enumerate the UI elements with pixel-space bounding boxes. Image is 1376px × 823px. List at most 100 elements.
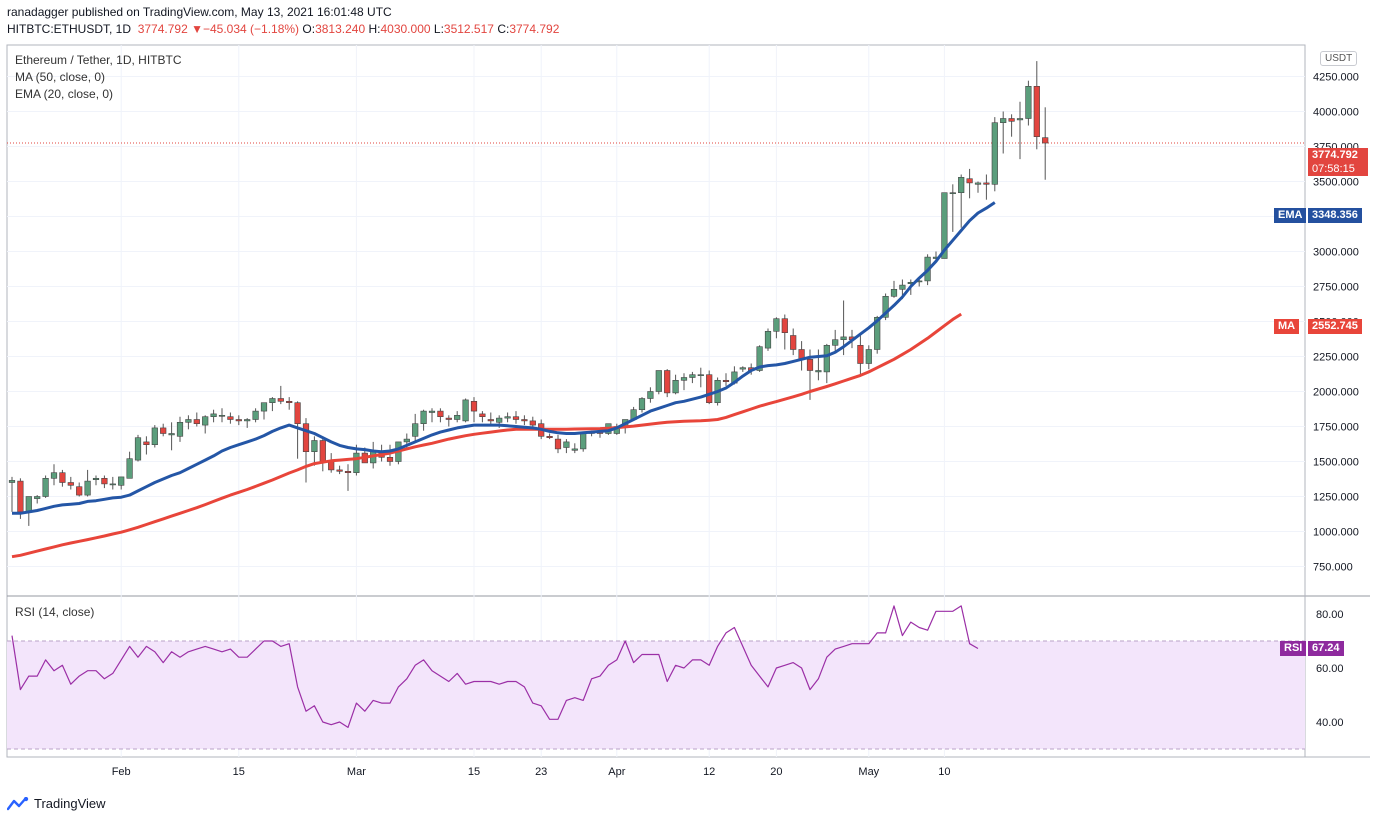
candle-body (244, 419, 251, 422)
candle (311, 436, 318, 466)
candle (974, 181, 982, 193)
candle (773, 317, 780, 339)
candle-body (764, 330, 772, 349)
candle (50, 464, 58, 486)
candle-body (210, 413, 217, 417)
candle (1025, 80, 1032, 126)
candle (302, 418, 310, 483)
candle-body (235, 419, 242, 422)
low-label: L: (433, 22, 444, 36)
candle-body (697, 374, 704, 377)
candle-body (260, 402, 268, 412)
candle-body (479, 413, 486, 417)
candle-body (773, 318, 780, 332)
candle (8, 476, 16, 512)
candle (991, 117, 998, 192)
candle-body (949, 192, 956, 194)
candle-body (781, 318, 788, 334)
candle (1008, 114, 1015, 137)
tradingview-logo-icon (7, 796, 29, 810)
candle-body (126, 458, 133, 479)
candle-body (353, 452, 360, 474)
time-tick-label: Apr (608, 766, 625, 778)
close-value: 3774.792 (509, 22, 560, 36)
candle-body (50, 472, 58, 479)
candle (462, 398, 469, 423)
symbol: HITBTC:ETHUSDT, 1D (7, 22, 132, 36)
candle (655, 370, 662, 395)
ema-legend[interactable]: EMA (20, close, 0) (15, 87, 114, 101)
candle-body (832, 339, 839, 346)
candle-body (806, 358, 814, 371)
candle (680, 373, 688, 391)
candle-body (571, 448, 578, 451)
candle-body (202, 416, 209, 426)
ma-tag-label: MA (1274, 319, 1300, 334)
candle (109, 476, 116, 490)
candle (76, 482, 83, 497)
price-tick-label: 1500.000 (1313, 457, 1359, 469)
candle (84, 469, 91, 497)
candle-body (680, 377, 688, 381)
candle (437, 408, 444, 423)
candle-body (193, 419, 200, 424)
currency-unit-button[interactable]: USDT (1320, 51, 1358, 66)
candle (235, 415, 242, 426)
candle (34, 495, 41, 504)
candle (563, 439, 570, 454)
tradingview-logo[interactable]: TradingView (7, 796, 106, 811)
time-tick-label: Feb (112, 766, 131, 778)
candle-body (445, 417, 452, 420)
candle-body (521, 419, 528, 422)
candle-body (176, 421, 184, 437)
candle (445, 415, 452, 427)
candle (580, 433, 587, 452)
rsi-legend[interactable]: RSI (14, close) (15, 605, 95, 619)
candle (294, 401, 301, 459)
candle-body (756, 346, 763, 371)
rsi-tick-label: 80.00 (1316, 609, 1344, 621)
candle (176, 416, 184, 442)
ema-tag-label: EMA (1274, 208, 1307, 223)
candle (319, 436, 326, 472)
ma-legend[interactable]: MA (50, close, 0) (15, 70, 106, 84)
price-tick-label: 4250.000 (1313, 72, 1359, 84)
open-value: 3813.240 (315, 22, 366, 36)
candle-body (134, 437, 142, 461)
candle-body (991, 122, 998, 185)
candle (647, 387, 654, 403)
candle (344, 464, 352, 491)
candle (470, 397, 478, 423)
candle-body (470, 400, 478, 412)
candle (143, 436, 150, 455)
candle (857, 335, 864, 375)
candle (252, 408, 259, 423)
candle-body (76, 486, 83, 496)
price-tick-label: 2250.000 (1313, 352, 1359, 364)
price-tick-label: 3000.000 (1313, 247, 1359, 259)
ema-line (12, 201, 996, 515)
candle-body (328, 461, 335, 471)
published-line: ranadagger published on TradingView.com,… (7, 5, 392, 19)
price-tick-label: 2750.000 (1313, 282, 1359, 294)
rsi-tick-label: 60.00 (1316, 663, 1344, 675)
candle-body (815, 370, 822, 373)
high-value: 4030.000 (380, 22, 431, 36)
candle (739, 366, 746, 372)
candle-body (823, 344, 830, 373)
candle (487, 412, 494, 426)
candle-body (865, 349, 872, 364)
last-price-tag-value: 3774.792 (1312, 149, 1358, 161)
tradingview-brand: TradingView (34, 796, 106, 811)
candle (101, 475, 108, 489)
candle-body (160, 427, 167, 434)
time-tick-label: 15 (468, 766, 480, 778)
candle-body (941, 192, 948, 259)
candle (260, 402, 268, 420)
candle-body (403, 438, 410, 443)
candle-body (1000, 118, 1007, 123)
candle-body (790, 335, 797, 350)
candle-body (655, 370, 662, 392)
candle-body (42, 477, 49, 497)
